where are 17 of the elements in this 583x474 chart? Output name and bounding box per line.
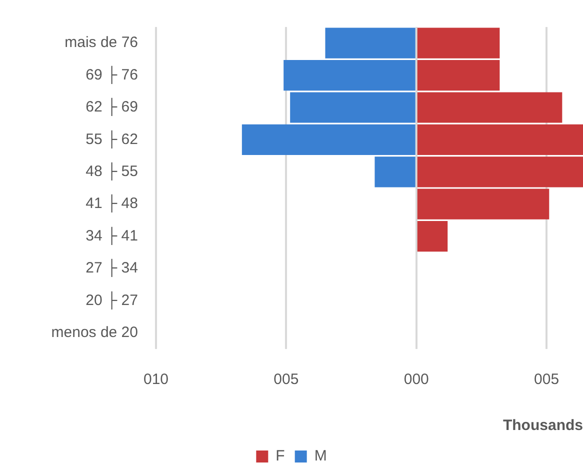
x-tick-label: 000 xyxy=(404,371,429,388)
y-tick-label: mais de 76 xyxy=(64,34,138,52)
x-axis-title: Thousands xyxy=(502,417,583,434)
legend-label: F xyxy=(276,448,285,465)
x-tick-label: 005 xyxy=(274,371,299,388)
y-tick-label: 62 ├ 69 xyxy=(86,98,138,117)
y-tick-label: 20 ├ 27 xyxy=(86,290,138,310)
y-tick-label: 69 ├ 76 xyxy=(86,65,138,84)
y-tick-label: 48 ├ 55 xyxy=(86,162,138,182)
y-tick-label: menos de 20 xyxy=(51,324,138,342)
y-tick-label: 41 ├ 48 xyxy=(86,194,138,214)
y-tick-label: 27 ├ 34 xyxy=(86,258,138,278)
x-tick-label: 005 xyxy=(534,371,560,388)
x-tick-label: 010 xyxy=(143,371,169,388)
y-tick-label: 55 ├ 62 xyxy=(86,130,138,149)
legend-label: M xyxy=(314,448,327,465)
y-tick-label: 34 ├ 41 xyxy=(86,226,138,246)
